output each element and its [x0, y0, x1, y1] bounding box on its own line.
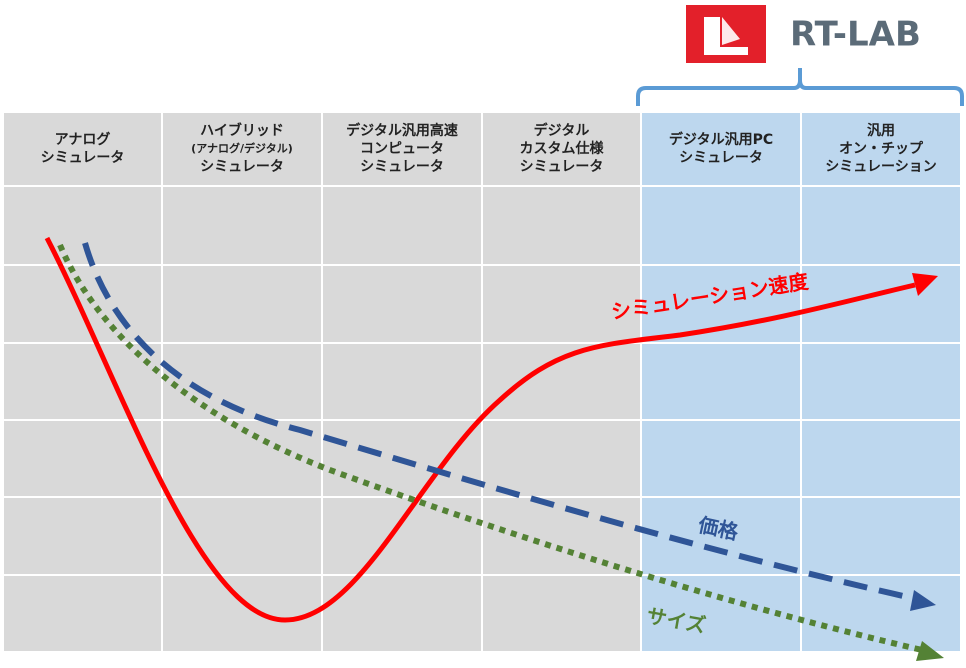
cell [642, 344, 800, 419]
cell [163, 421, 321, 496]
cell [483, 576, 640, 651]
cell [4, 421, 161, 496]
cell [4, 266, 161, 342]
header-cell [483, 113, 640, 185]
header-text: オン・チップ [839, 141, 924, 157]
header-text: 汎用 [867, 122, 895, 139]
cell [802, 421, 960, 496]
logo-glyph [704, 17, 748, 55]
cell [323, 187, 481, 264]
cell [483, 266, 640, 342]
header-text: シミュレータ [520, 159, 604, 175]
cell [163, 576, 321, 651]
bracket [636, 68, 964, 106]
cell [323, 498, 481, 574]
header-text: コンピュータ [360, 141, 444, 157]
header-text: シミュレータ [679, 150, 763, 166]
header-text: シミュレータ [41, 150, 125, 166]
cell [4, 498, 161, 574]
cell [802, 498, 960, 574]
header-cell [4, 113, 161, 185]
table: アナログシミュレータハイブリッド(アナログ/デジタル)シミュレータデジタル汎用高… [4, 113, 960, 651]
cell [802, 344, 960, 419]
cell [483, 498, 640, 574]
logo-glyph [722, 17, 740, 45]
cell [802, 187, 960, 264]
size-curve [57, 243, 923, 653]
cell [163, 266, 321, 342]
header-text: (アナログ/デジタル) [191, 141, 293, 155]
header-text: シミュレータ [200, 159, 284, 175]
header-cell [642, 113, 800, 185]
logo-text: RT-LAB [790, 15, 921, 55]
cell [483, 421, 640, 496]
header-text: アナログ [55, 131, 111, 148]
header-text: ハイブリッド [200, 122, 284, 139]
arrow-head [916, 641, 944, 661]
header-text: デジタル汎用PC [669, 131, 773, 148]
cell [4, 576, 161, 651]
cell [483, 344, 640, 419]
speed-curve [44, 236, 916, 623]
cell [4, 344, 161, 419]
cell [642, 187, 800, 264]
cell [163, 498, 321, 574]
header-text: シミュレータ [360, 159, 444, 175]
arrow-head [910, 590, 936, 611]
cell [163, 344, 321, 419]
header-text: カスタム仕様 [520, 140, 605, 157]
cell [642, 498, 800, 574]
cell [323, 266, 481, 342]
header-cell [802, 113, 960, 185]
cell [163, 187, 321, 264]
header-cell [323, 113, 481, 185]
header-cell [163, 113, 321, 185]
cell [642, 421, 800, 496]
cell [4, 187, 161, 264]
header-text: デジタル汎用高速 [346, 122, 458, 139]
header-text: シミュレーション [825, 159, 936, 175]
cell [483, 187, 640, 264]
cell [642, 576, 800, 651]
price-curve [82, 242, 913, 601]
header-text: デジタル [534, 122, 590, 139]
cell [323, 344, 481, 419]
arrow-head [912, 273, 938, 296]
